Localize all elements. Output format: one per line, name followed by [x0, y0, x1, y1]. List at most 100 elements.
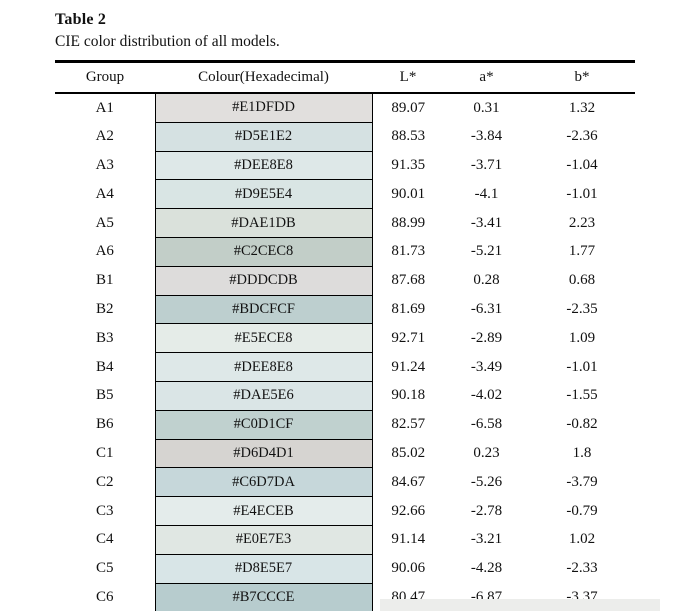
colour-swatch-cell: #C0D1CF	[154, 409, 373, 440]
l-value-cell: 88.99	[391, 214, 426, 231]
b-value-cell: 0.68	[568, 272, 596, 289]
colour-swatch-cell: #DAE1DB	[154, 208, 373, 238]
table-row: B5 #DAE5E6 90.18 -4.02 -1.55	[55, 380, 635, 411]
l-value-cell: 91.14	[391, 531, 426, 548]
group-cell: B2	[95, 300, 114, 317]
a-value-cell: -6.31	[470, 300, 503, 317]
table-row: A2 #D5E1E2 88.53 -3.84 -2.36	[55, 121, 635, 152]
group-cell: C4	[95, 531, 114, 548]
colour-swatch-cell: #DAE5E6	[154, 380, 373, 411]
group-cell: A4	[95, 185, 114, 202]
b-value-cell: 1.09	[568, 329, 596, 346]
b-value-cell: -1.04	[566, 156, 598, 173]
group-cell: C2	[95, 473, 114, 490]
table-row: B4 #DEE8E8 91.24 -3.49 -1.01	[55, 352, 635, 382]
a-value-cell: -5.26	[470, 473, 503, 490]
a-value-cell: -3.71	[470, 156, 503, 173]
group-cell: C5	[95, 560, 114, 577]
b-value-cell: 1.32	[568, 99, 596, 116]
colour-swatch-cell: #C6D7DA	[154, 467, 373, 498]
group-cell: B4	[95, 358, 114, 375]
l-value-cell: 81.69	[391, 300, 426, 317]
a-value-cell: 0.28	[473, 272, 500, 289]
table-row: B3 #E5ECE8 92.71 -2.89 1.09	[55, 323, 635, 354]
colour-swatch-cell: #B7CCCE	[154, 582, 373, 611]
a-value-cell: -3.49	[470, 358, 503, 375]
colour-swatch-cell: #DEE8E8	[154, 150, 373, 181]
a-value-cell: -4.28	[470, 560, 503, 577]
colour-swatch-cell: #E5ECE8	[154, 323, 373, 354]
b-value-cell: 2.23	[568, 214, 596, 231]
colour-swatch-cell: #E1DFDD	[154, 92, 373, 123]
a-value-cell: 0.31	[473, 99, 500, 116]
colour-swatch-cell: #DEE8E8	[154, 352, 373, 382]
b-value-cell: 1.77	[568, 243, 596, 260]
table-row: A6 #C2CEC8 81.73 -5.21 1.77	[55, 236, 635, 267]
l-value-cell: 90.18	[391, 387, 426, 404]
l-value-cell: 92.66	[391, 502, 426, 519]
a-value-cell: -3.21	[470, 531, 503, 548]
table-body: A1 #E1DFDD 89.07 0.31 1.32 A2 #D5E1E2 88…	[55, 92, 635, 611]
l-value-cell: 85.02	[391, 444, 426, 461]
b-value-cell: -2.36	[566, 128, 598, 145]
a-value-cell: -4.1	[474, 185, 499, 202]
table-row: C2 #C6D7DA 84.67 -5.26 -3.79	[55, 467, 635, 498]
cie-color-table: Group Colour(Hexadecimal) L* a* b* A1 #E…	[55, 60, 635, 611]
a-value-cell: -4.02	[470, 387, 503, 404]
b-value-cell: -2.33	[566, 560, 598, 577]
a-value-cell: -2.89	[470, 329, 503, 346]
group-cell: A3	[95, 156, 114, 173]
group-cell: A2	[95, 128, 114, 145]
l-value-cell: 92.71	[391, 329, 426, 346]
table-row: B2 #BDCFCF 81.69 -6.31 -2.35	[55, 294, 635, 325]
colour-swatch-cell: #C2CEC8	[154, 236, 373, 267]
b-value-cell: 1.8	[572, 444, 592, 461]
table-title: Table 2	[55, 11, 107, 28]
table-caption: CIE color distribution of all models.	[55, 33, 280, 50]
l-value-cell: 81.73	[391, 243, 426, 260]
b-value-cell: -2.35	[566, 300, 598, 317]
group-cell: B1	[95, 272, 114, 289]
group-cell: C3	[95, 502, 114, 519]
colour-swatch-cell: #E4ECEB	[154, 496, 373, 526]
b-value-cell: -0.82	[566, 416, 598, 433]
group-cell: B5	[95, 387, 114, 404]
colour-swatch-cell: #E0E7E3	[154, 524, 373, 555]
colour-swatch-cell: #D8E5E7	[154, 553, 373, 584]
a-value-cell: -3.41	[470, 214, 503, 231]
scan-artifact	[380, 599, 660, 611]
header-l-star: L*	[372, 61, 444, 94]
table-title-block: Table 2 CIE color distribution of all mo…	[55, 10, 635, 52]
header-group: Group	[55, 61, 155, 94]
group-cell: C6	[95, 588, 114, 605]
table-header-row: Group Colour(Hexadecimal) L* a* b*	[55, 61, 635, 94]
group-cell: A6	[95, 243, 114, 260]
table-row: C4 #E0E7E3 91.14 -3.21 1.02	[55, 524, 635, 555]
l-value-cell: 84.67	[391, 473, 426, 490]
l-value-cell: 87.68	[391, 272, 426, 289]
table-row: A3 #DEE8E8 91.35 -3.71 -1.04	[55, 150, 635, 181]
b-value-cell: -1.01	[566, 358, 598, 375]
b-value-cell: -0.79	[566, 502, 598, 519]
header-b-star: b*	[529, 61, 635, 94]
group-cell: C1	[95, 444, 114, 461]
b-value-cell: 1.02	[568, 531, 596, 548]
a-value-cell: -3.84	[470, 128, 503, 145]
colour-swatch-cell: #DDDCDB	[154, 265, 373, 296]
group-cell: B3	[95, 329, 114, 346]
group-cell: B6	[95, 416, 114, 433]
l-value-cell: 88.53	[391, 128, 426, 145]
colour-swatch-cell: #D6D4D1	[154, 438, 373, 469]
a-value-cell: 0.23	[473, 444, 500, 461]
table-row: A4 #D9E5E4 90.01 -4.1 -1.01	[55, 179, 635, 210]
colour-swatch-cell: #BDCFCF	[154, 294, 373, 325]
group-cell: A5	[95, 214, 114, 231]
l-value-cell: 90.01	[391, 185, 426, 202]
b-value-cell: -1.01	[566, 185, 598, 202]
a-value-cell: -5.21	[470, 243, 503, 260]
table-row: C1 #D6D4D1 85.02 0.23 1.8	[55, 438, 635, 469]
l-value-cell: 82.57	[391, 416, 426, 433]
group-cell: A1	[95, 99, 114, 116]
header-colour: Colour(Hexadecimal)	[155, 61, 372, 94]
